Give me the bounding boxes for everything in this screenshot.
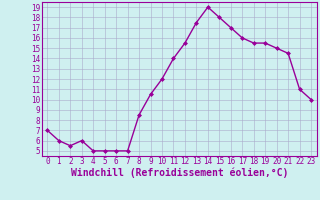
X-axis label: Windchill (Refroidissement éolien,°C): Windchill (Refroidissement éolien,°C) — [70, 168, 288, 178]
